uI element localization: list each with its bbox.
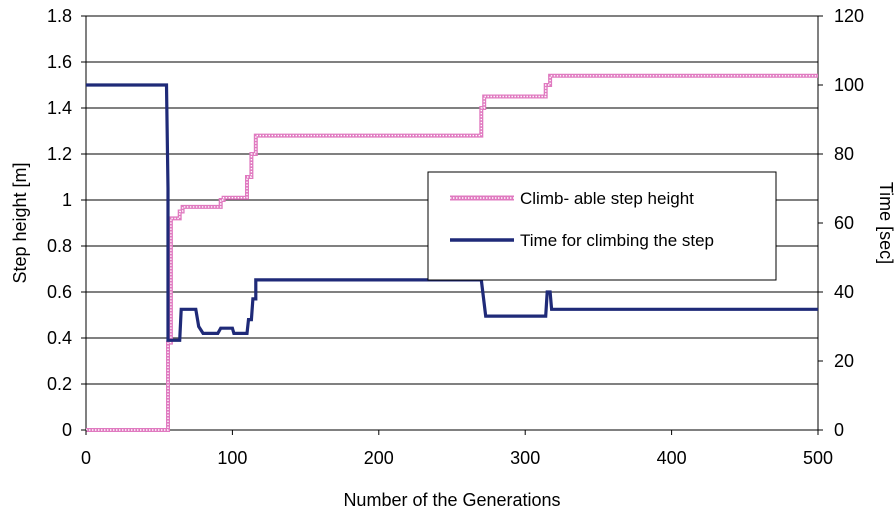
- x-axis-label: Number of the Generations: [343, 490, 560, 510]
- right-axis-ticks: 0 20 40 60 80 100 120: [818, 6, 864, 440]
- right-tick-label: 20: [834, 351, 854, 371]
- left-tick-label: 1.6: [47, 52, 72, 72]
- legend-box: [427, 171, 777, 281]
- legend-label: Climb- able step height: [520, 189, 694, 208]
- x-tick-label: 200: [364, 448, 394, 468]
- right-tick-label: 40: [834, 282, 854, 302]
- series-1: [86, 83, 818, 342]
- y-axis-label-left: Step height [m]: [10, 162, 30, 283]
- series-line-pattern: [86, 75, 818, 431]
- left-tick-label: 0.8: [47, 236, 72, 256]
- x-tick-label: 500: [803, 448, 833, 468]
- right-tick-label: 100: [834, 75, 864, 95]
- left-tick-label: 1: [62, 190, 72, 210]
- x-tick-label: 0: [81, 448, 91, 468]
- left-tick-label: 0: [62, 420, 72, 440]
- series-0: [86, 73, 818, 432]
- y-axis-label-right: Time [sec]: [876, 182, 894, 264]
- right-tick-label: 120: [834, 6, 864, 26]
- left-axis-ticks: 0 0.2 0.4 0.6 0.8 1 1.2 1.4 1.6 1.8: [47, 6, 86, 440]
- x-tick-label: 100: [217, 448, 247, 468]
- x-tick-label: 300: [510, 448, 540, 468]
- x-axis-ticks: 0 100 200 300 400 500: [81, 430, 833, 468]
- left-tick-label: 0.4: [47, 328, 72, 348]
- legend-label: Time for climbing the step: [520, 231, 714, 250]
- x-tick-label: 400: [657, 448, 687, 468]
- right-tick-label: 60: [834, 213, 854, 233]
- left-tick-label: 1.4: [47, 98, 72, 118]
- series-line-climbing-time: [86, 83, 818, 342]
- left-tick-label: 0.2: [47, 374, 72, 394]
- series-layer: [86, 73, 818, 432]
- right-tick-label: 80: [834, 144, 854, 164]
- left-tick-label: 1.8: [47, 6, 72, 26]
- right-tick-label: 0: [834, 420, 844, 440]
- legend: Climb- able step height Time for climbing…: [427, 171, 777, 281]
- left-tick-label: 1.2: [47, 144, 72, 164]
- left-tick-label: 0.6: [47, 282, 72, 302]
